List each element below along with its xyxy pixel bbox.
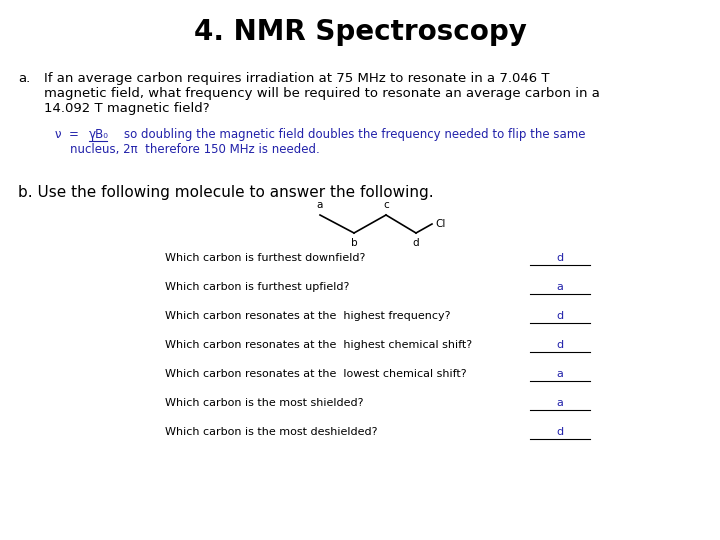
Text: nucleus, 2π  therefore 150 MHz is needed.: nucleus, 2π therefore 150 MHz is needed. — [70, 143, 320, 156]
Text: d: d — [557, 311, 564, 321]
Text: d: d — [557, 253, 564, 263]
Text: so doubling the magnetic field doubles the frequency needed to flip the same: so doubling the magnetic field doubles t… — [109, 128, 585, 141]
Text: Which carbon is furthest downfield?: Which carbon is furthest downfield? — [165, 253, 365, 263]
Text: γB₀: γB₀ — [89, 128, 109, 141]
Text: a: a — [557, 398, 564, 408]
Text: a.: a. — [18, 72, 30, 85]
Text: If an average carbon requires irradiation at 75 MHz to resonate in a 7.046 T: If an average carbon requires irradiatio… — [44, 72, 549, 85]
Text: Which carbon resonates at the  lowest chemical shift?: Which carbon resonates at the lowest che… — [165, 369, 467, 379]
Text: Which carbon resonates at the  highest chemical shift?: Which carbon resonates at the highest ch… — [165, 340, 472, 350]
Text: d: d — [557, 427, 564, 437]
Text: Which carbon resonates at the  highest frequency?: Which carbon resonates at the highest fr… — [165, 311, 451, 321]
Text: 14.092 T magnetic field?: 14.092 T magnetic field? — [44, 102, 210, 115]
Text: c: c — [383, 200, 389, 210]
Text: a: a — [557, 282, 564, 292]
Text: magnetic field, what frequency will be required to resonate an average carbon in: magnetic field, what frequency will be r… — [44, 87, 600, 100]
Text: a: a — [317, 200, 323, 210]
Text: b: b — [351, 238, 357, 248]
Text: ν  =: ν = — [55, 128, 86, 141]
Text: d: d — [557, 340, 564, 350]
Text: b. Use the following molecule to answer the following.: b. Use the following molecule to answer … — [18, 185, 433, 200]
Text: a: a — [557, 369, 564, 379]
Text: 4. NMR Spectroscopy: 4. NMR Spectroscopy — [194, 18, 526, 46]
Text: Which carbon is furthest upfield?: Which carbon is furthest upfield? — [165, 282, 349, 292]
Text: d: d — [413, 238, 419, 248]
Text: Which carbon is the most deshielded?: Which carbon is the most deshielded? — [165, 427, 377, 437]
Text: Cl: Cl — [435, 219, 446, 229]
Text: Which carbon is the most shielded?: Which carbon is the most shielded? — [165, 398, 364, 408]
